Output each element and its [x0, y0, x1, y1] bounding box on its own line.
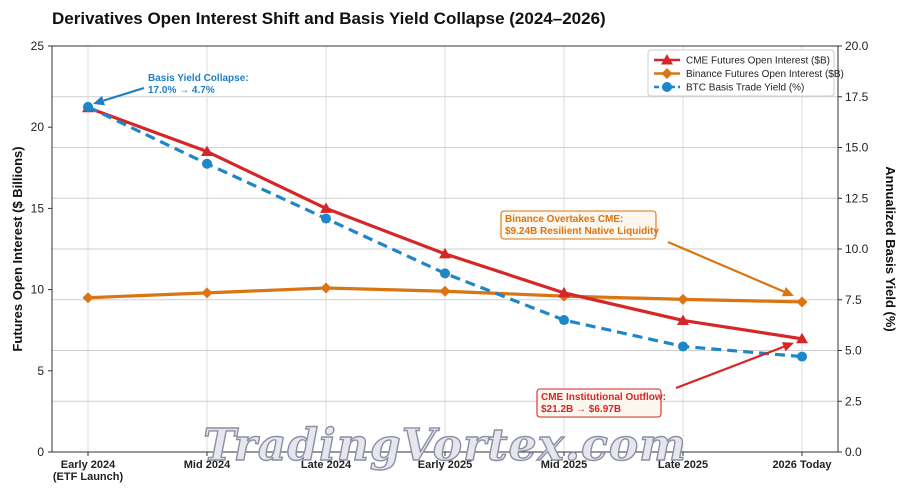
annotation-binance-overtakes-line: $9.24B Resilient Native Liquidity	[505, 226, 659, 237]
legend: CME Futures Open Interest ($B) Binance Fu…	[647, 49, 844, 97]
y-right-tick-label: 10.0	[845, 242, 869, 256]
x-tick-label: Mid 2024	[184, 459, 231, 471]
annotations: Basis Yield Collapse:17.0% → 4.7% Binance…	[93, 73, 794, 418]
data-point-cme	[796, 332, 808, 344]
arrow-binance-overtakes-head	[781, 287, 794, 297]
arrow-cme-outflow	[675, 342, 794, 390]
legend-swatch-marker-basis	[662, 82, 672, 92]
y-right-tick-label: 17.5	[845, 90, 869, 104]
data-point-binance	[201, 287, 213, 299]
y-right-tick-label: 20.0	[845, 39, 869, 53]
data-point-binance	[320, 282, 332, 294]
data-point-basis	[678, 341, 688, 352]
arrow-basis-collapse-head	[93, 95, 105, 106]
arrow-binance-overtakes-shaft	[667, 240, 785, 293]
x-tick-label: 2026 Today	[772, 459, 832, 471]
y-right-tick-label: 12.5	[845, 191, 869, 205]
y-left-tick-label: 25	[31, 39, 45, 53]
data-point-cme	[677, 314, 689, 325]
data-point-basis	[321, 213, 331, 224]
y-left-tick-label: 10	[31, 283, 45, 297]
x-tick-label: Late 2024	[301, 459, 352, 471]
x-tick-label: Late 2025	[658, 459, 708, 471]
y-left-tick-label: 15	[31, 201, 45, 215]
annotation-basis-collapse-line: Basis Yield Collapse:	[148, 73, 249, 84]
legend-label-binance: Binance Futures Open Interest ($B)	[686, 69, 844, 80]
arrow-basis-collapse-shaft	[103, 86, 145, 102]
legend-box	[647, 49, 835, 97]
data-point-cme	[201, 145, 213, 157]
y-right-tick-label: 7.5	[845, 293, 862, 307]
data-point-basis	[440, 268, 450, 279]
data-point-basis	[797, 351, 807, 362]
annotation-cme-outflow-line: CME Institutional Outflow:	[541, 392, 666, 403]
data-point-binance	[439, 285, 451, 297]
data-point-cme	[439, 247, 451, 259]
data-point-basis	[83, 101, 93, 112]
y-right-tick-label: 15.0	[845, 141, 869, 155]
y-right-tick-label: 2.5	[845, 394, 862, 408]
axes: 0 5 10 15 20 25 0.0 2.5 5.0 7.5 10.0 12.5 15.0 17.5 20…	[10, 39, 898, 483]
y-left-tick-label: 5	[37, 364, 44, 378]
arrow-basis-collapse	[93, 86, 145, 106]
plot-series	[82, 101, 808, 362]
y-left-axis-label: Futures Open Interest ($ Billions)	[10, 146, 25, 351]
legend-label-cme: CME Futures Open Interest ($B)	[686, 56, 830, 67]
arrow-binance-overtakes	[667, 240, 794, 297]
annotation-binance-overtakes: Binance Overtakes CME:$9.24B Resilient N…	[500, 210, 659, 240]
chart-title: Derivatives Open Interest Shift and Basi…	[52, 9, 606, 28]
y-right-tick-label: 5.0	[845, 344, 862, 358]
data-point-binance	[796, 296, 808, 308]
annotation-binance-overtakes-box	[500, 210, 657, 240]
y-left-tick-label: 0	[37, 445, 44, 459]
legend-label-basis: BTC Basis Trade Yield (%)	[686, 83, 804, 94]
annotation-binance-overtakes-line: Binance Overtakes CME:	[505, 214, 623, 225]
legend-swatch-marker-binance	[661, 68, 673, 79]
annotation-cme-outflow-line: $21.2B → $6.97B	[541, 404, 621, 415]
data-point-basis	[559, 315, 569, 326]
arrow-cme-outflow-shaft	[675, 345, 785, 390]
annotation-cme-outflow: CME Institutional Outflow:$21.2B → $6.97…	[536, 388, 666, 418]
data-point-binance	[677, 293, 689, 305]
annotation-cme-outflow-box	[536, 388, 662, 418]
data-point-cme	[320, 202, 332, 213]
data-point-cme	[558, 286, 570, 298]
watermark: TradingVortex.com	[203, 420, 687, 471]
legend-swatch-marker-cme	[661, 54, 673, 65]
y-right-axis-label: Annualized Basis Yield (%)	[883, 166, 898, 331]
data-point-basis	[202, 158, 212, 169]
arrow-cme-outflow-head	[781, 342, 794, 352]
annotation-basis-collapse-line: 17.0% → 4.7%	[148, 85, 215, 96]
y-right-tick-label: 0.0	[845, 445, 862, 459]
annotation-basis-collapse: Basis Yield Collapse:17.0% → 4.7%	[148, 73, 249, 96]
data-point-binance	[82, 292, 94, 304]
x-tick-label: Early 2024 (ETF Launch)	[53, 459, 124, 483]
x-tick-label: Early 2025	[418, 459, 472, 471]
x-tick-label: Mid 2025	[541, 459, 587, 471]
y-left-tick-label: 20	[31, 120, 45, 134]
